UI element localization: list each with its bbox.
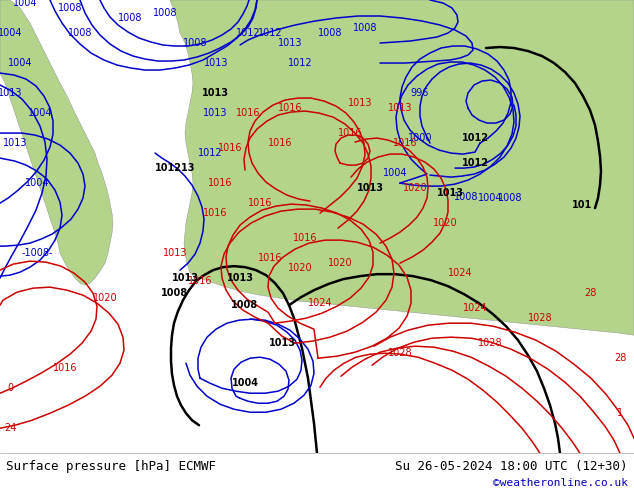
Text: 1004: 1004 [383,168,407,178]
Text: 996: 996 [411,88,429,98]
Text: 1024: 1024 [448,268,472,278]
Text: 1016: 1016 [258,253,282,263]
Text: 1016: 1016 [203,208,227,218]
Text: 1012: 1012 [462,158,489,168]
Text: 1004: 1004 [13,0,37,8]
Text: 1000: 1000 [408,133,432,143]
Text: 1024: 1024 [307,298,332,308]
Text: 1016: 1016 [293,233,317,243]
Polygon shape [170,0,634,335]
Text: 1008: 1008 [162,288,188,298]
Text: 1013: 1013 [203,108,227,118]
Text: 1020: 1020 [93,293,117,303]
Text: 1013: 1013 [163,248,187,258]
Text: 1012: 1012 [198,148,223,158]
Text: 1016: 1016 [392,138,417,148]
Text: 1008: 1008 [230,300,257,310]
Text: 1013: 1013 [356,183,384,193]
Text: 1004: 1004 [28,108,52,118]
Text: 1016: 1016 [268,138,292,148]
Text: 1028: 1028 [527,313,552,323]
Text: 1013: 1013 [388,103,412,113]
Text: 1013: 1013 [172,273,198,283]
Text: 1016: 1016 [208,178,232,188]
Text: 1012: 1012 [236,28,261,38]
Text: Surface pressure [hPa] ECMWF: Surface pressure [hPa] ECMWF [6,460,216,473]
Text: 1: 1 [617,408,623,418]
Text: 1016: 1016 [248,198,272,208]
Text: 1016: 1016 [278,103,302,113]
Text: 101: 101 [572,200,592,210]
Text: Su 26-05-2024 18:00 UTC (12+30): Su 26-05-2024 18:00 UTC (12+30) [395,460,628,473]
Text: -1008-: -1008- [22,248,53,258]
Text: 1008: 1008 [118,13,142,23]
Text: 1028: 1028 [477,338,502,348]
Text: 101213: 101213 [155,163,195,173]
Text: 0: 0 [7,383,13,393]
Text: 1012: 1012 [257,28,282,38]
Text: 1013: 1013 [348,98,372,108]
Text: 1013: 1013 [3,138,27,148]
Text: 24: 24 [4,423,16,433]
Text: 1008: 1008 [68,28,93,38]
Text: 1008: 1008 [353,23,377,33]
Polygon shape [0,0,113,285]
Text: 1004: 1004 [8,58,32,68]
Text: 1008: 1008 [183,38,207,48]
Text: 1008: 1008 [318,28,342,38]
Text: 1013: 1013 [0,88,22,98]
Text: 1016: 1016 [236,108,260,118]
Text: 1013: 1013 [226,273,254,283]
Text: 1004: 1004 [231,378,259,388]
Text: 28: 28 [614,353,626,363]
Text: 1004: 1004 [25,178,49,188]
Text: 1008: 1008 [153,8,178,18]
Text: 1016: 1016 [217,143,242,153]
Text: 1012: 1012 [462,133,489,143]
Text: 1020: 1020 [432,218,457,228]
Text: 1020: 1020 [403,183,427,193]
Text: 1013: 1013 [278,38,302,48]
Text: 1008: 1008 [58,3,82,13]
Text: 1016: 1016 [188,276,212,286]
Text: 1028: 1028 [387,348,412,358]
Text: 1024: 1024 [463,303,488,313]
Text: 1013: 1013 [202,88,228,98]
Text: 28: 28 [584,288,596,298]
Text: 1016: 1016 [53,363,77,373]
Text: 1004: 1004 [478,193,502,203]
Text: 1013: 1013 [436,188,463,198]
Text: 1012: 1012 [288,58,313,68]
Text: 1013: 1013 [204,58,228,68]
Text: 1008: 1008 [454,192,478,202]
Text: 1013: 1013 [269,338,295,348]
Text: 1008: 1008 [498,193,522,203]
Text: ©weatheronline.co.uk: ©weatheronline.co.uk [493,478,628,489]
Text: 1016: 1016 [338,128,362,138]
Text: 1020: 1020 [288,263,313,273]
Text: 1004: 1004 [0,28,22,38]
Text: 1020: 1020 [328,258,353,268]
